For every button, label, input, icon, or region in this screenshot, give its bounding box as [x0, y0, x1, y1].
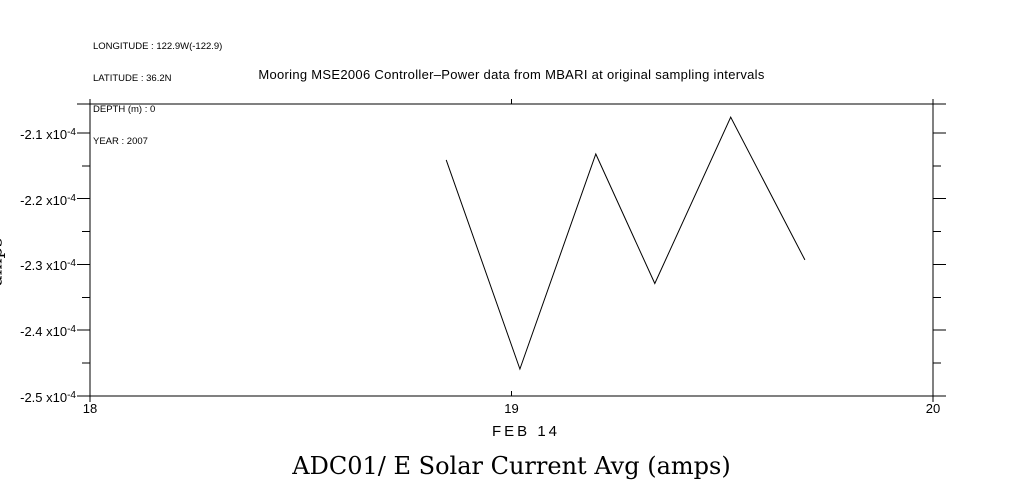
- metadata-depth: DEPTH (m) : 0: [93, 104, 156, 115]
- metadata-longitude: LONGITUDE : 122.9W(-122.9): [93, 41, 223, 52]
- footer-title: ADC01/ E Solar Current Avg (amps): [292, 452, 731, 480]
- y-tick-label: -2.2 x10-4: [2, 191, 76, 208]
- data-line: [445, 116, 806, 371]
- y-tick-label: -2.4 x10-4: [2, 322, 76, 339]
- x-tick-label: 18: [82, 401, 98, 416]
- y-tick-mantissa: -2.1 x10: [20, 126, 68, 142]
- y-tick-exponent: -4: [67, 126, 76, 138]
- y-tick-exponent: -4: [67, 390, 76, 401]
- metadata-latitude: LATITUDE : 36.2N: [93, 72, 172, 84]
- y-axis-label-text: amps: [0, 237, 7, 287]
- y-tick-exponent: -4: [67, 192, 76, 204]
- y-tick-label: -2.3 x10-4: [2, 256, 76, 273]
- y-tick-exponent: -4: [67, 324, 76, 336]
- x-axis-date-label: FEB 14: [491, 423, 561, 440]
- metadata-year: YEAR : 2007: [93, 135, 148, 147]
- y-tick-mantissa: -2.5 x10: [20, 390, 68, 405]
- y-tick-mantissa: -2.2 x10: [20, 192, 68, 208]
- y-tick-mantissa: -2.3 x10: [20, 258, 68, 274]
- plot-frame: [89, 103, 934, 397]
- x-tick-label: 19: [504, 401, 519, 416]
- x-tick-label: 20: [925, 401, 941, 416]
- plot-title: Mooring MSE2006 Controller–Power data fr…: [258, 67, 765, 82]
- y-tick-exponent: -4: [67, 258, 76, 270]
- metadata-block: LONGITUDE : 122.9W(-122.9) LATITUDE : 36…: [93, 21, 222, 168]
- y-tick-label: -2.5 x10-4: [2, 388, 76, 405]
- y-tick-label: -2.1 x10-4: [2, 125, 76, 142]
- y-tick-mantissa: -2.4 x10: [20, 324, 68, 340]
